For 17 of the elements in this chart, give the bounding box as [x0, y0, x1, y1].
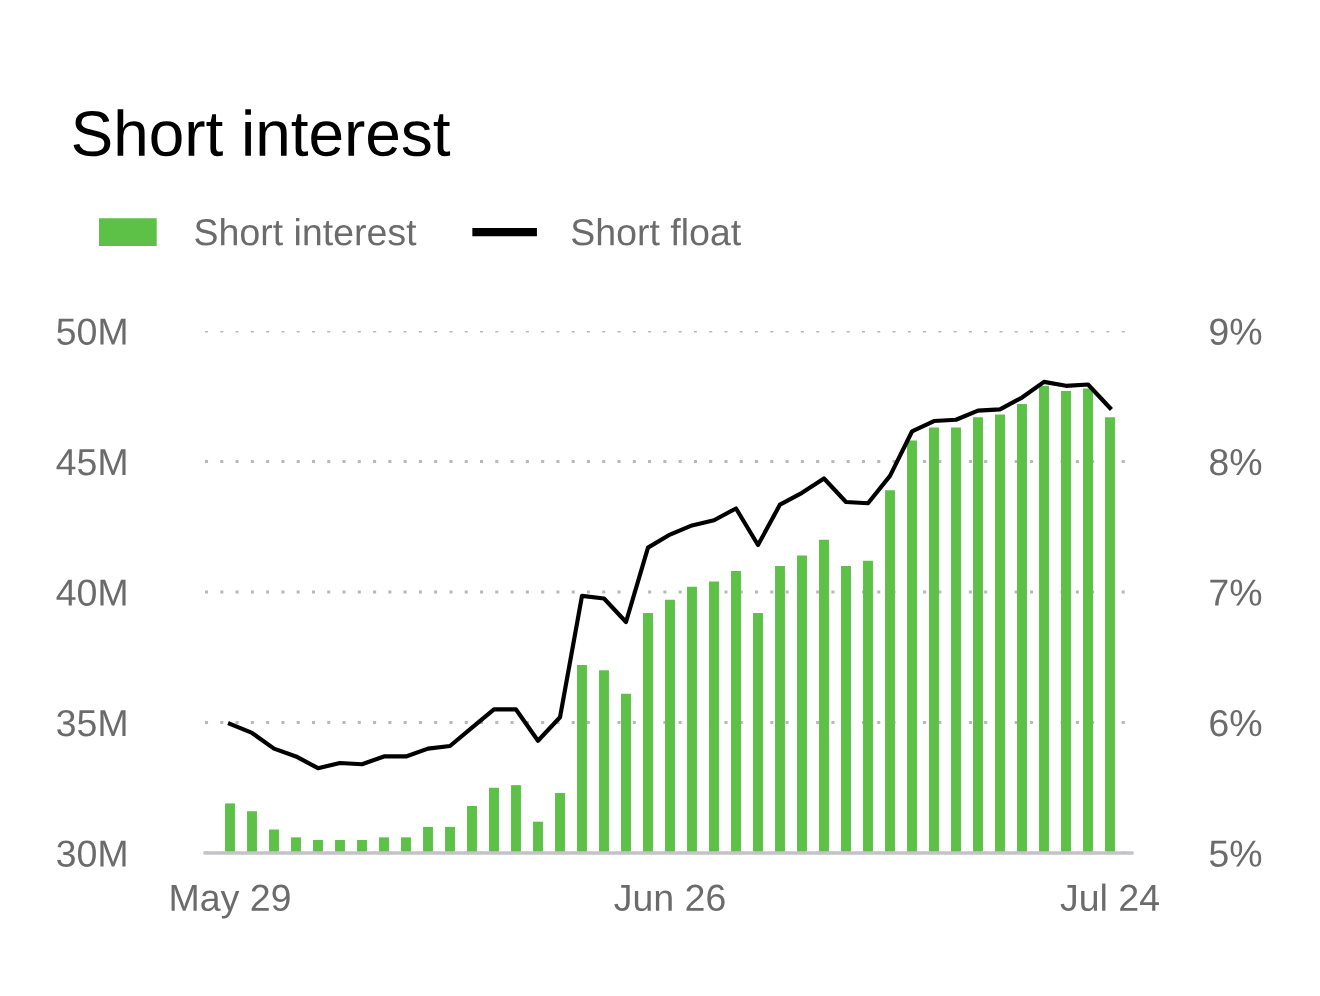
legend-label: Short interest	[195, 218, 417, 246]
y-tick-label: 45M	[56, 449, 126, 476]
y2-tick-label: 8%	[1210, 448, 1262, 476]
y2-tick-label: 5%	[1209, 840, 1262, 867]
x-tick-label: Jun 26	[614, 884, 725, 912]
y-tick-label: 50M	[57, 318, 126, 345]
y-tick-label: 40M	[56, 579, 126, 606]
chart-title: Short interest	[73, 109, 451, 157]
y-tick-label: 35M	[57, 709, 126, 737]
x-tick-label: Jul 24	[1060, 883, 1159, 912]
y-tick-label: 30M	[57, 840, 126, 867]
line-series	[227, 379, 1113, 771]
legend-label: Short float	[571, 218, 741, 246]
x-tick-label: May 29	[171, 884, 290, 919]
y2-tick-label: 6%	[1210, 709, 1262, 737]
y2-tick-label: 7%	[1210, 579, 1262, 606]
y2-tick-label: 9%	[1210, 318, 1262, 345]
